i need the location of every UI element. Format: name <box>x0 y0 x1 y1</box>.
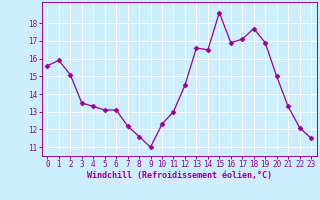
X-axis label: Windchill (Refroidissement éolien,°C): Windchill (Refroidissement éolien,°C) <box>87 171 272 180</box>
